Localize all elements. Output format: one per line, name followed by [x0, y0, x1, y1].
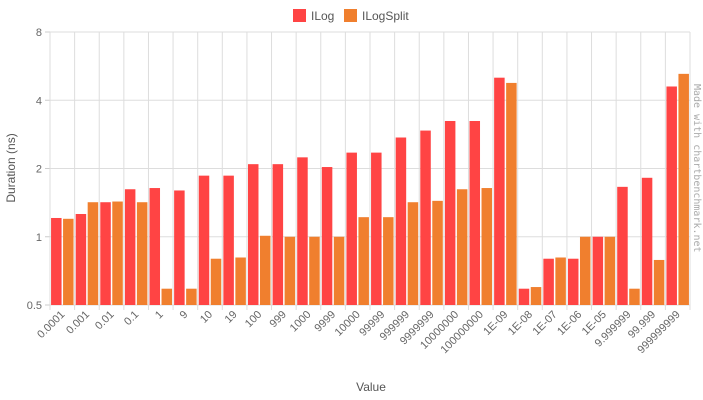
bar-ilogsplit-0.001[interactable]	[87, 202, 99, 305]
x-tick-label: 0.0001	[35, 309, 67, 341]
x-tick-label: 0.01	[93, 309, 117, 333]
bar-ilog-9[interactable]	[174, 190, 185, 305]
bar-ilog-1[interactable]	[149, 188, 161, 305]
x-tick-label: 100	[243, 309, 264, 330]
x-tick-label: 1E-07	[530, 309, 559, 338]
bar-ilogsplit-9999999[interactable]	[432, 200, 443, 305]
bar-ilogsplit-100[interactable]	[259, 235, 271, 305]
bar-ilog-99999[interactable]	[371, 152, 382, 305]
y-axis-title: Duration (ns)	[4, 133, 18, 202]
bar-ilog-9999999[interactable]	[420, 130, 431, 305]
bar-ilogsplit-10000000[interactable]	[456, 189, 468, 305]
bar-ilog-0.01[interactable]	[100, 202, 111, 305]
bar-ilogsplit-1000[interactable]	[309, 236, 320, 305]
bar-ilog-0.001[interactable]	[75, 213, 87, 305]
bar-ilogsplit-9[interactable]	[186, 288, 197, 305]
x-tick-label: 999	[268, 309, 289, 330]
bar-ilog-9999[interactable]	[321, 167, 333, 305]
x-tick-label: 0.1	[122, 309, 141, 328]
bar-ilog-999999999[interactable]	[666, 86, 677, 305]
bar-ilog-10[interactable]	[198, 175, 210, 305]
x-tick-label: 9	[178, 309, 191, 322]
bar-ilogsplit-1E-05[interactable]	[604, 236, 616, 305]
grid	[45, 31, 691, 310]
x-tick-label: 1E-09	[481, 309, 510, 338]
bar-ilogsplit-9.999999[interactable]	[629, 288, 640, 305]
legend-swatch	[344, 9, 357, 22]
bar-ilogsplit-999999999[interactable]	[678, 73, 689, 305]
bar-ilogsplit-19[interactable]	[235, 257, 246, 305]
bar-ilogsplit-99.999[interactable]	[653, 259, 665, 305]
bar-ilogsplit-999999[interactable]	[407, 202, 419, 305]
legend-swatch	[293, 9, 306, 22]
x-tick-label: 1E-08	[506, 309, 535, 338]
y-tick-label: 1	[36, 232, 42, 244]
bar-ilog-1E-09[interactable]	[494, 77, 505, 305]
bar-ilogsplit-0.0001[interactable]	[63, 218, 74, 305]
watermark: Made with chartbenchmark.net	[691, 84, 702, 253]
x-axis-title: Value	[356, 380, 386, 394]
bar-ilog-19[interactable]	[223, 175, 234, 305]
bar-ilogsplit-10[interactable]	[210, 258, 222, 305]
bars	[51, 73, 689, 306]
bar-ilog-999[interactable]	[272, 164, 284, 305]
bar-ilogsplit-0.01[interactable]	[112, 201, 123, 305]
y-tick-label: 8	[36, 27, 42, 39]
x-tick-label: 10000	[333, 309, 363, 339]
y-tick-label: 0.5	[27, 300, 42, 312]
bar-ilog-0.1[interactable]	[124, 189, 136, 305]
bar-ilogsplit-99999[interactable]	[383, 217, 394, 305]
x-tick-label: 0.001	[64, 309, 92, 337]
legend-label: ILogSplit	[362, 9, 409, 23]
bar-ilogsplit-9999[interactable]	[333, 236, 345, 305]
bar-ilog-1E-08[interactable]	[518, 288, 530, 305]
bar-ilogsplit-1E-09[interactable]	[506, 82, 517, 306]
y-tick-label: 4	[36, 95, 42, 107]
legend-label: ILog	[311, 9, 334, 23]
bar-ilogsplit-100000000[interactable]	[481, 188, 493, 305]
x-tick-label: 10	[198, 309, 215, 326]
legend-item-ilogsplit[interactable]: ILogSplit	[344, 9, 409, 23]
bar-ilog-10000000[interactable]	[444, 120, 456, 306]
x-tick-label: 19	[223, 309, 240, 326]
bar-ilog-999999[interactable]	[395, 137, 407, 305]
bar-ilog-10000[interactable]	[346, 152, 357, 305]
bar-ilogsplit-10000[interactable]	[358, 217, 369, 305]
bar-ilog-1E-07[interactable]	[543, 258, 554, 305]
bar-ilogsplit-0.1[interactable]	[136, 202, 148, 305]
bar-ilogsplit-1E-06[interactable]	[579, 236, 591, 305]
bar-ilog-99.999[interactable]	[641, 177, 653, 305]
bar-ilog-1E-06[interactable]	[567, 258, 579, 305]
y-tick-label: 2	[36, 164, 42, 176]
legend[interactable]: ILog ILogSplit	[293, 9, 409, 23]
bar-ilog-100[interactable]	[247, 164, 259, 305]
y-axis-ticks: 0.5 1 2 4 8	[27, 27, 42, 312]
x-tick-label: 1000	[288, 309, 314, 335]
bar-ilog-1E-05[interactable]	[592, 236, 604, 305]
bar-ilog-1000[interactable]	[297, 157, 308, 305]
bar-ilogsplit-999[interactable]	[284, 236, 296, 305]
x-tick-label: 1	[153, 309, 166, 322]
bar-ilogsplit-1E-08[interactable]	[530, 287, 542, 305]
bar-ilogsplit-1[interactable]	[161, 288, 173, 305]
bar-ilog-0.0001[interactable]	[51, 217, 62, 305]
bar-ilog-9.999999[interactable]	[617, 186, 628, 305]
x-tick-label: 1E-06	[555, 309, 584, 338]
legend-item-ilog[interactable]: ILog	[293, 9, 334, 23]
bar-ilogsplit-1E-07[interactable]	[555, 257, 566, 305]
bar-ilog-100000000[interactable]	[469, 120, 481, 306]
